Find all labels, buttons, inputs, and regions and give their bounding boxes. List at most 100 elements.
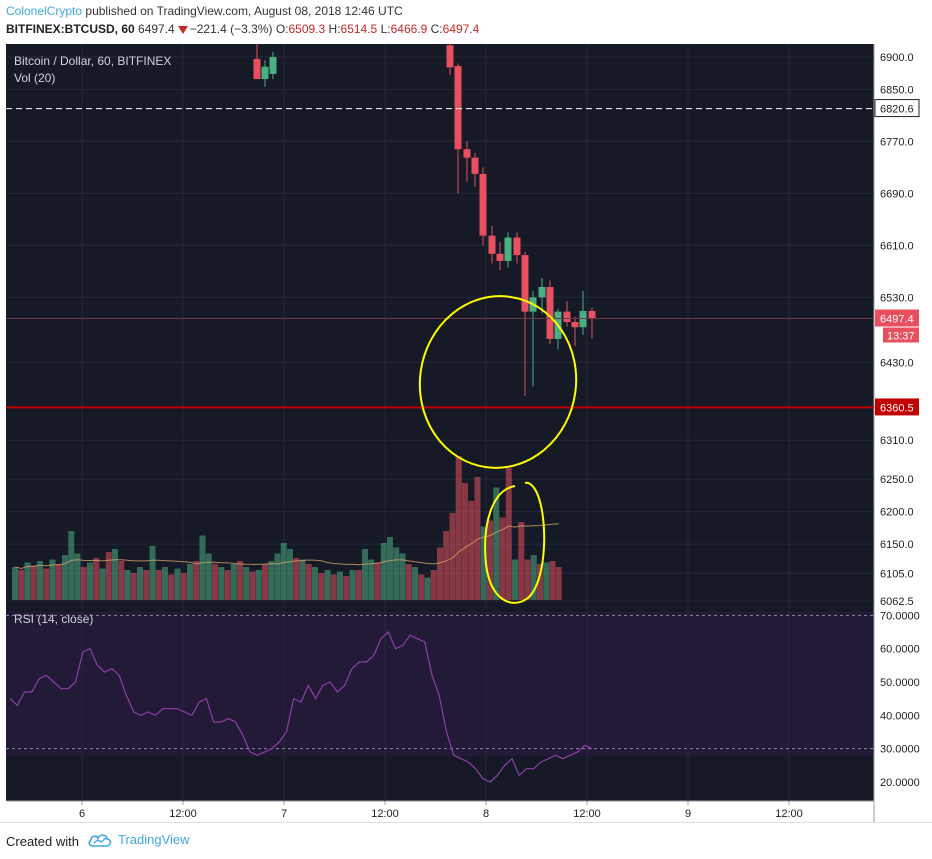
alert-level-tag [874,99,920,118]
volume-bar [193,561,200,600]
volume-bar [374,562,381,600]
high-value: 6514.5 [340,22,378,36]
volume-bar [555,567,562,600]
volume-bar [55,564,62,600]
volume-bar [462,483,468,600]
low-value: 6466.9 [390,22,428,36]
candle-body[interactable] [479,173,487,236]
volume-legend: Vol (20) [14,71,55,85]
candle-body[interactable] [563,311,571,323]
volume-bar [130,573,137,600]
rsi-tick-label: 60.0000 [880,644,920,656]
volume-bar [437,547,443,600]
candle-body[interactable] [513,237,521,256]
volume-bar [405,564,412,600]
volume-bar [274,553,281,600]
volume-bar [512,559,518,600]
volume-bar [93,558,100,600]
volume-bar [312,567,318,600]
price-tick-label: 6062.5 [880,596,914,608]
candle-body[interactable] [261,66,269,80]
volume-bar [99,568,106,600]
candle-body[interactable] [496,253,504,261]
volume-bar [518,522,525,600]
volume-bar [343,576,350,600]
down-arrow-icon [177,25,188,34]
tradingview-brand: TradingView [118,832,190,847]
countdown-tag [883,327,919,343]
quote-line: BITFINEX:BTCUSD, 60 6497.4 −221.4 (−3.3%)… [6,22,479,36]
rsi-band [6,612,874,756]
volume-bar [155,570,162,600]
time-tick-label: 12:00 [371,808,399,820]
candle-body[interactable] [504,237,512,261]
volume-bar [368,559,375,600]
volume-bar [530,555,537,600]
candle-body[interactable] [588,310,596,319]
time-tick-label: 7 [281,808,287,820]
volume-bar [112,549,118,600]
chart-title: Bitcoin / Dollar, 60, BITFINEX [14,54,171,68]
volume-bar [49,559,56,600]
volume-bar [124,570,131,600]
time-tick-label: 12:00 [775,808,803,820]
volume-bar [212,564,218,600]
volume-bar [287,549,293,600]
rsi-tick-label: 70.0000 [880,610,920,622]
time-tick-label: 9 [685,808,691,820]
candle-body[interactable] [253,58,261,80]
countdown-label: 13:37 [887,331,915,343]
candle-body[interactable] [269,56,277,74]
volume-bar [268,561,275,600]
volume-bar [43,568,50,600]
volume-bar [424,577,431,600]
volume-bar [18,570,25,600]
candle-body[interactable] [521,255,529,312]
candle-body[interactable] [571,322,579,328]
tradingview-link[interactable]: TradingView [88,832,190,847]
volume-bar [187,564,193,600]
close-value: 6497.4 [442,22,480,36]
author-link[interactable]: ColonelCrypto [6,4,83,18]
volume-bar [62,555,68,600]
candle-body[interactable] [463,149,471,158]
volume-bar [30,565,37,600]
price-tick-label: 6530.0 [880,292,914,304]
volume-bar [318,573,325,600]
candle-body[interactable] [488,235,496,254]
volume-bar [305,564,312,600]
chart-header: ColonelCrypto published on TradingView.c… [0,0,932,44]
candle-body[interactable] [446,45,454,68]
symbol-label: BITFINEX:BTCUSD, 60 [6,22,135,36]
volume-bar [399,553,406,600]
open-label: O: [275,22,289,36]
volume-bar [443,531,450,600]
candle-body[interactable] [471,157,479,174]
created-with-label: Created with [6,834,79,849]
volume-bar [537,564,543,600]
price-tick-label: 6900.0 [880,52,914,64]
volume-ma-line [14,523,559,570]
price-tick-label: 6250.0 [880,474,914,486]
volume-bar [380,543,387,600]
candle-body[interactable] [546,286,554,339]
footer: Created with TradingView [0,822,932,859]
volume-bar [243,567,250,600]
volume-bar [80,567,87,600]
change-value: −221.4 (−3.3%) [189,22,273,36]
candle-body[interactable] [579,310,587,328]
price-tick-label: 6770.0 [880,136,914,148]
volume-bar [68,531,75,600]
volume-bar [105,552,112,600]
candle-body[interactable] [454,66,462,150]
time-tick-label: 12:00 [169,808,197,820]
price-pane[interactable] [6,44,874,601]
candle-body[interactable] [538,286,546,298]
volume-bar [493,487,500,600]
volume-bar [74,553,81,600]
volume-bar [143,570,150,600]
volume-bar [418,574,425,600]
volume-bar [149,546,156,600]
high-label: H: [328,22,341,36]
